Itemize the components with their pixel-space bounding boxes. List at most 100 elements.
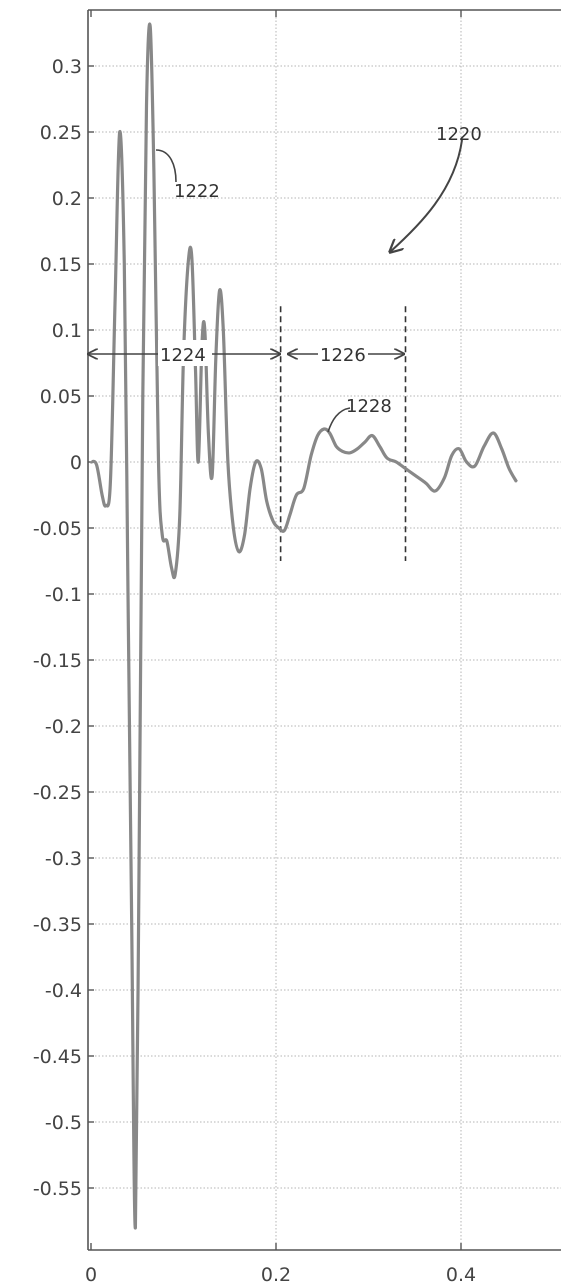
data-point [303, 488, 304, 489]
data-point [466, 461, 467, 462]
data-point [357, 448, 358, 449]
data-point [255, 461, 256, 462]
data-point [317, 435, 318, 436]
y-tick-label: -0.2 [45, 716, 82, 738]
data-point [171, 567, 172, 568]
data-point [349, 452, 350, 453]
series-layer [90, 24, 517, 1228]
data-point [451, 455, 452, 456]
data-point [372, 435, 373, 436]
data-point [158, 461, 159, 462]
data-point [114, 303, 115, 304]
data-point [435, 490, 436, 491]
data-point [198, 461, 199, 462]
data-point [425, 483, 426, 484]
data-point [296, 494, 297, 495]
data-point [215, 356, 216, 357]
data-point [191, 257, 192, 258]
data-point [135, 1227, 136, 1228]
data-point [223, 329, 224, 330]
y-tick-label: 0 [70, 452, 82, 474]
y-tick-label: -0.5 [45, 1112, 82, 1134]
data-point [244, 534, 245, 535]
callout-1222-leader [156, 150, 176, 182]
data-point [474, 465, 475, 466]
data-point [146, 105, 147, 106]
data-point [444, 477, 445, 478]
y-tick-label: -0.25 [33, 782, 82, 804]
data-point [329, 432, 330, 433]
data-point [142, 395, 143, 396]
data-point [238, 551, 239, 552]
data-point [204, 329, 205, 330]
y-tick-label: -0.35 [33, 914, 82, 936]
data-point [195, 369, 196, 370]
data-point [289, 514, 290, 515]
data-point [516, 481, 517, 482]
data-point [284, 530, 285, 531]
callout-1222-label: 1222 [174, 181, 220, 202]
x-tick-label: 0.4 [446, 1264, 476, 1286]
data-point [459, 448, 460, 449]
data-point [396, 461, 397, 462]
y-tick-label: -0.45 [33, 1046, 82, 1068]
data-point [208, 435, 209, 436]
x-tick-label: 0 [85, 1264, 97, 1286]
data-point [336, 446, 337, 447]
y-tick-label: -0.1 [45, 584, 82, 606]
data-point [175, 574, 176, 575]
data-point [509, 468, 510, 469]
data-point [364, 442, 365, 443]
data-point [493, 432, 494, 433]
x-tick-label: 0.2 [261, 1264, 291, 1286]
callout-1220-label: 1220 [436, 124, 482, 145]
data-point [311, 455, 312, 456]
y-tick-label: -0.4 [45, 980, 82, 1002]
data-point [273, 521, 274, 522]
x-tick-labels: 0 0.2 0.4 [85, 1264, 476, 1286]
data-point [233, 527, 234, 528]
data-point [150, 26, 151, 27]
callout-1228-label: 1228 [346, 396, 392, 417]
span-1226-label: 1226 [320, 345, 366, 366]
data-point [278, 527, 279, 528]
waveform-series-line [91, 24, 517, 1228]
y-tick-label: -0.05 [33, 518, 82, 540]
data-point [127, 593, 128, 594]
data-point [162, 534, 163, 535]
y-tick-label: 0.05 [40, 386, 82, 408]
data-point [188, 263, 189, 264]
data-point [405, 468, 406, 469]
y-tick-label: 0.3 [52, 56, 82, 78]
y-tick-label: 0.25 [40, 122, 82, 144]
data-point [212, 475, 213, 476]
data-point [484, 446, 485, 447]
callout-1220-arrow [390, 140, 462, 252]
data-point [153, 171, 154, 172]
data-point [90, 461, 91, 462]
data-point [124, 263, 125, 264]
y-tick-labels: 0.3 0.25 0.2 0.15 0.1 0.05 0 -0.05 -0.1 -0.15 -0.2… [33, 56, 82, 1200]
data-point [261, 468, 262, 469]
data-point [166, 541, 167, 542]
data-point [342, 451, 343, 452]
data-point [414, 475, 415, 476]
data-point [386, 457, 387, 458]
y-tick-label: -0.3 [45, 848, 82, 870]
data-point [105, 505, 106, 506]
data-point [179, 514, 180, 515]
y-tick-label: 0.1 [52, 320, 82, 342]
data-point [96, 464, 97, 465]
span-1224-label: 1224 [160, 345, 206, 366]
data-point [139, 857, 140, 858]
data-point [379, 446, 380, 447]
y-tick-label: 0.2 [52, 188, 82, 210]
axes [88, 10, 561, 1250]
y-tick-label: -0.55 [33, 1178, 82, 1200]
y-tick-label: -0.15 [33, 650, 82, 672]
gridlines [88, 10, 561, 1250]
data-point [501, 448, 502, 449]
data-point [219, 290, 220, 291]
y-tick-label: 0.15 [40, 254, 82, 276]
